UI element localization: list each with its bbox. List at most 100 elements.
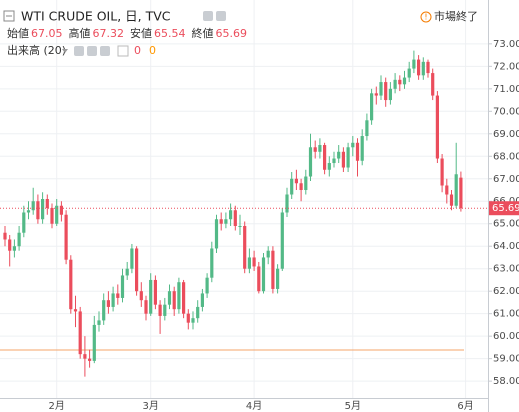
candle-body <box>69 259 73 310</box>
ohlc-legend: 始値 67.05 高値 67.32 安値 65.54 終値 65.69 <box>7 26 247 40</box>
candle-body <box>97 320 101 325</box>
candle-body <box>417 59 421 76</box>
candle-body <box>280 212 284 269</box>
y-tick-label: 67.00 <box>493 174 519 185</box>
candle-body <box>445 185 449 195</box>
candle-body <box>106 300 110 307</box>
candle-body <box>252 257 256 267</box>
candle-body <box>41 199 45 220</box>
y-tick-label: 58.00 <box>493 376 519 387</box>
candle-body <box>73 309 78 312</box>
candle-body <box>163 304 167 316</box>
candle-body <box>36 201 40 220</box>
eye-icon[interactable] <box>203 11 213 21</box>
candle-body <box>374 93 378 96</box>
vol-close-icon[interactable] <box>117 45 129 57</box>
candle-body <box>153 279 157 305</box>
last-price-label: 65.69 <box>492 203 519 214</box>
candle-body <box>196 306 200 319</box>
candle-body <box>435 95 439 159</box>
candle-body <box>111 293 115 307</box>
dropdown-icon[interactable] <box>62 49 68 53</box>
candle-body <box>59 205 63 215</box>
candle-body <box>449 194 454 206</box>
candle-body <box>327 163 331 170</box>
candle-body <box>299 183 303 191</box>
settings-icon[interactable] <box>216 11 226 21</box>
y-tick-label: 61.00 <box>493 309 519 320</box>
candle-body <box>388 88 392 101</box>
ohlc-label: 始値 <box>7 26 29 40</box>
candle-body <box>83 354 87 359</box>
candle-body <box>360 136 364 161</box>
candle-body <box>402 77 407 85</box>
candle-body <box>139 291 143 301</box>
candle-body <box>332 158 336 164</box>
y-tick-label: 60.00 <box>493 331 519 342</box>
candle-body <box>308 147 313 177</box>
candle-body <box>172 291 176 310</box>
vol-settings-icon[interactable] <box>87 46 97 56</box>
ohlc-label: 安値 <box>130 26 152 40</box>
candle-body <box>341 151 345 168</box>
candle-body <box>337 151 341 159</box>
candle-body <box>167 291 172 305</box>
candle-body <box>210 248 214 278</box>
candle-body <box>224 219 228 224</box>
candle-body <box>92 324 96 361</box>
candle-body <box>426 61 430 74</box>
candle-body <box>421 61 425 76</box>
volume-value: 0 <box>149 44 156 57</box>
volume-label: 出来高 (20) <box>7 43 66 57</box>
candle-body <box>398 79 402 85</box>
candle-body <box>285 194 289 213</box>
y-tick-label: 69.00 <box>493 129 519 140</box>
candle-body <box>454 174 458 206</box>
collapse-icon[interactable] <box>3 10 15 22</box>
candle-body <box>290 178 294 195</box>
candle-body <box>294 178 298 184</box>
candle-body <box>31 201 35 211</box>
market-status: 市場終了 <box>434 9 478 23</box>
candle-body <box>271 250 275 289</box>
candle-body <box>407 68 411 78</box>
vol-more-icon[interactable] <box>100 46 110 56</box>
candle-body <box>384 82 388 101</box>
candle-body <box>459 177 463 209</box>
candle-body <box>182 282 186 314</box>
candle-body <box>116 293 120 298</box>
candle-body <box>200 293 204 307</box>
status-icon-mark: ! <box>424 13 427 22</box>
y-tick-label: 68.00 <box>493 151 519 162</box>
candle-body <box>229 210 233 220</box>
candle-body <box>191 318 195 323</box>
candle-body <box>144 300 148 314</box>
candle-body <box>318 145 322 152</box>
y-tick-label: 62.00 <box>493 286 519 297</box>
y-tick-label: 71.00 <box>493 84 519 95</box>
candle-body <box>370 93 374 121</box>
volume-value: 0 <box>134 44 141 57</box>
candle-body <box>22 212 26 233</box>
candle-body <box>125 268 129 276</box>
candle-body <box>135 248 139 292</box>
vol-eye-icon[interactable] <box>74 46 84 56</box>
candle-body <box>50 207 54 224</box>
candle-body <box>214 219 219 249</box>
candle-body <box>355 142 360 161</box>
candle-body <box>120 275 125 298</box>
candle-body <box>266 250 270 258</box>
candle-body <box>243 225 247 269</box>
candle-body <box>365 120 369 137</box>
candle-body <box>261 257 266 292</box>
candle-body <box>88 358 92 361</box>
ohlc-value: 65.69 <box>216 27 248 40</box>
candle-body <box>257 266 261 292</box>
plot-area <box>0 0 488 398</box>
ohlc-value: 67.32 <box>93 27 125 40</box>
x-tick-label: 2月 <box>49 400 65 412</box>
candle-body <box>440 158 444 186</box>
